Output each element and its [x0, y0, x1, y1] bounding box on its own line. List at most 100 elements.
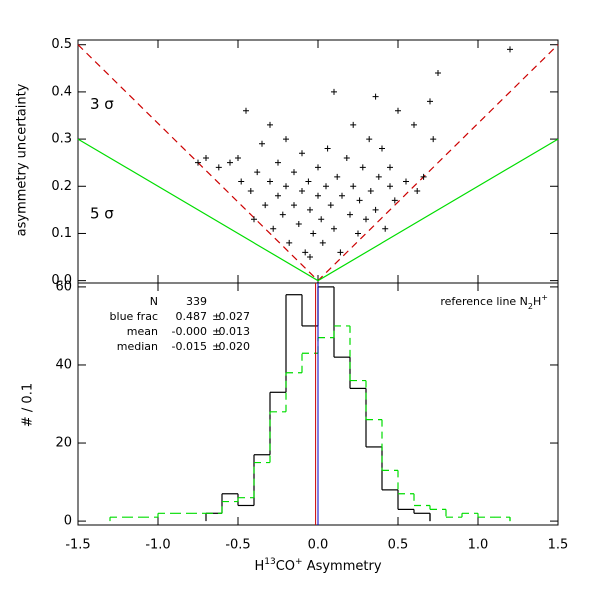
- scatter-point: [299, 187, 305, 194]
- scatter-point: [251, 216, 257, 223]
- x-label-part: H: [254, 559, 264, 574]
- scatter-point: [420, 173, 427, 180]
- scatter-point: [215, 164, 222, 171]
- y-tick-label: 0.5: [51, 37, 72, 52]
- scatter-point: [327, 202, 334, 209]
- scatter-point: [427, 98, 433, 105]
- scatter-point: [254, 169, 261, 176]
- scatter-point: [414, 187, 421, 194]
- scatter-point: [270, 225, 277, 232]
- scatter-point: [339, 192, 345, 199]
- scatter-point: [283, 136, 289, 143]
- scatter-point: [387, 183, 393, 190]
- stat-text: blue frac: [110, 310, 158, 323]
- scatter-point: [319, 239, 326, 246]
- y-axis-label: # / 0.1: [21, 383, 36, 427]
- y-tick-label: 0.3: [51, 132, 72, 147]
- x-tick-label: -1.5: [65, 538, 90, 553]
- y-axis-label: asymmetry uncertainty: [15, 83, 30, 236]
- scatter-point: [195, 159, 201, 166]
- ref-part: reference line N: [440, 295, 528, 308]
- stat-text: 0.020: [219, 340, 251, 353]
- scatter-point: [310, 230, 317, 237]
- scatter-point: [391, 197, 398, 204]
- stat-text: ±: [212, 310, 221, 323]
- scatter-point: [347, 211, 353, 218]
- scatter-point: [227, 159, 233, 166]
- scatter-point: [375, 173, 382, 180]
- threshold-label: 5 σ: [90, 205, 114, 223]
- x-tick-label: 0.0: [308, 538, 329, 553]
- x-tick-label: -0.5: [225, 538, 250, 553]
- ref-sub: 2: [528, 302, 533, 311]
- scatter-point: [283, 183, 289, 190]
- x-label-sup: 13: [264, 557, 275, 567]
- scatter-point: [307, 206, 313, 213]
- scatter-point: [275, 192, 281, 199]
- scatter-point: [379, 145, 385, 152]
- scatter-point: [356, 197, 363, 204]
- scatter-point: [243, 107, 249, 114]
- scatter-point: [359, 164, 366, 171]
- scatter-point: [343, 154, 350, 161]
- scatter-point: [350, 121, 357, 128]
- scatter-point: [302, 249, 309, 256]
- stat-text: mean: [127, 325, 158, 338]
- stat-text: median: [117, 340, 158, 353]
- stat-text: ±: [212, 325, 221, 338]
- scatter-point: [203, 154, 209, 161]
- scatter-point: [318, 216, 325, 223]
- x-tick-label: 1.5: [548, 538, 569, 553]
- x-label-sup: +: [295, 557, 303, 567]
- scatter-point: [315, 164, 321, 171]
- scatter-point: [366, 136, 373, 143]
- scatter-point: [331, 88, 337, 95]
- scatter-point: [387, 164, 393, 171]
- x-tick-label: 0.5: [388, 538, 409, 553]
- scatter-point: [291, 202, 297, 209]
- scatter-point: [334, 173, 341, 180]
- scatter-point: [331, 225, 337, 232]
- scatter-point: [262, 202, 269, 209]
- x-label-part: Asymmetry: [303, 559, 382, 574]
- scatter-point: [247, 187, 254, 194]
- stat-text: 0.487: [176, 310, 208, 323]
- y-tick-label: 0.4: [51, 84, 72, 99]
- scatter-point: [372, 93, 379, 100]
- x-label-part: CO: [276, 559, 295, 574]
- scatter-point: [299, 150, 305, 157]
- scatter-point: [367, 187, 374, 194]
- y-tick-label: 0.1: [51, 226, 72, 241]
- x-tick-label: 1.0: [468, 538, 489, 553]
- x-tick-label: -1.0: [145, 538, 170, 553]
- scatter-point: [430, 136, 437, 143]
- y-tick-label: 20: [55, 436, 72, 451]
- stat-text: 339: [186, 295, 207, 308]
- scatter-point: [395, 107, 401, 114]
- scatter-point: [235, 154, 241, 161]
- scatter-point: [315, 192, 321, 199]
- scatter-point: [403, 178, 409, 185]
- scatter-point: [267, 121, 273, 128]
- stat-text: -0.015: [172, 340, 207, 353]
- scatter-point: [355, 230, 361, 237]
- threshold-label: 3 σ: [90, 95, 114, 113]
- scatter-point: [305, 178, 312, 185]
- scatter-point: [324, 145, 331, 152]
- scatter-point: [372, 206, 379, 213]
- scatter-point: [507, 46, 513, 53]
- scatter-point: [435, 70, 441, 77]
- stat-text: 0.013: [219, 325, 251, 338]
- scatter-point: [323, 183, 329, 190]
- y-tick-label: 0: [64, 514, 72, 529]
- y-tick-label: 0.0: [51, 273, 72, 288]
- ref-part: H: [533, 295, 541, 308]
- stat-text: N: [150, 295, 158, 308]
- reference-note: reference line N2H+: [440, 293, 548, 311]
- y-tick-label: 60: [55, 279, 72, 294]
- stat-text: -0.000: [172, 325, 207, 338]
- threshold-line: [77, 138, 559, 282]
- scatter-point: [307, 254, 313, 261]
- scatter-point: [363, 216, 369, 223]
